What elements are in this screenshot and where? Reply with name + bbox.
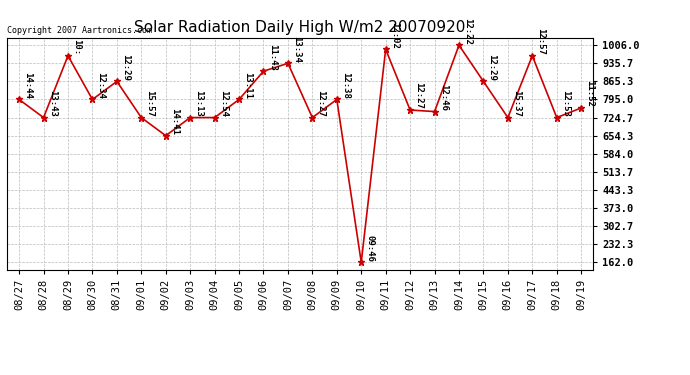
- Text: 11:43: 11:43: [268, 44, 277, 70]
- Text: 12:22: 12:22: [463, 18, 472, 45]
- Text: 14:41: 14:41: [170, 108, 179, 135]
- Text: Copyright 2007 Aartronics.com: Copyright 2007 Aartronics.com: [7, 26, 152, 35]
- Text: 12:27: 12:27: [414, 82, 423, 109]
- Text: 11:52: 11:52: [585, 80, 594, 107]
- Text: 12:29: 12:29: [121, 54, 130, 81]
- Text: 14:44: 14:44: [23, 72, 32, 99]
- Text: 09:46: 09:46: [366, 235, 375, 261]
- Title: Solar Radiation Daily High W/m2 20070920: Solar Radiation Daily High W/m2 20070920: [135, 20, 466, 35]
- Text: 12:54: 12:54: [219, 90, 228, 117]
- Text: 12:57: 12:57: [536, 28, 546, 55]
- Text: 12:46: 12:46: [439, 84, 448, 111]
- Text: 12:34: 12:34: [97, 72, 106, 99]
- Text: 13:34: 13:34: [292, 36, 301, 63]
- Text: 12:29: 12:29: [488, 54, 497, 81]
- Text: 12:27: 12:27: [317, 90, 326, 117]
- Text: 13:13: 13:13: [195, 90, 204, 117]
- Text: 10:: 10:: [72, 39, 81, 55]
- Text: 15:57: 15:57: [146, 90, 155, 117]
- Text: 12:38: 12:38: [341, 72, 350, 99]
- Text: 13:43: 13:43: [48, 90, 57, 117]
- Text: 12:53: 12:53: [561, 90, 570, 117]
- Text: 13:11: 13:11: [243, 72, 253, 99]
- Text: 12:02: 12:02: [390, 22, 399, 48]
- Text: 15:37: 15:37: [512, 90, 521, 117]
